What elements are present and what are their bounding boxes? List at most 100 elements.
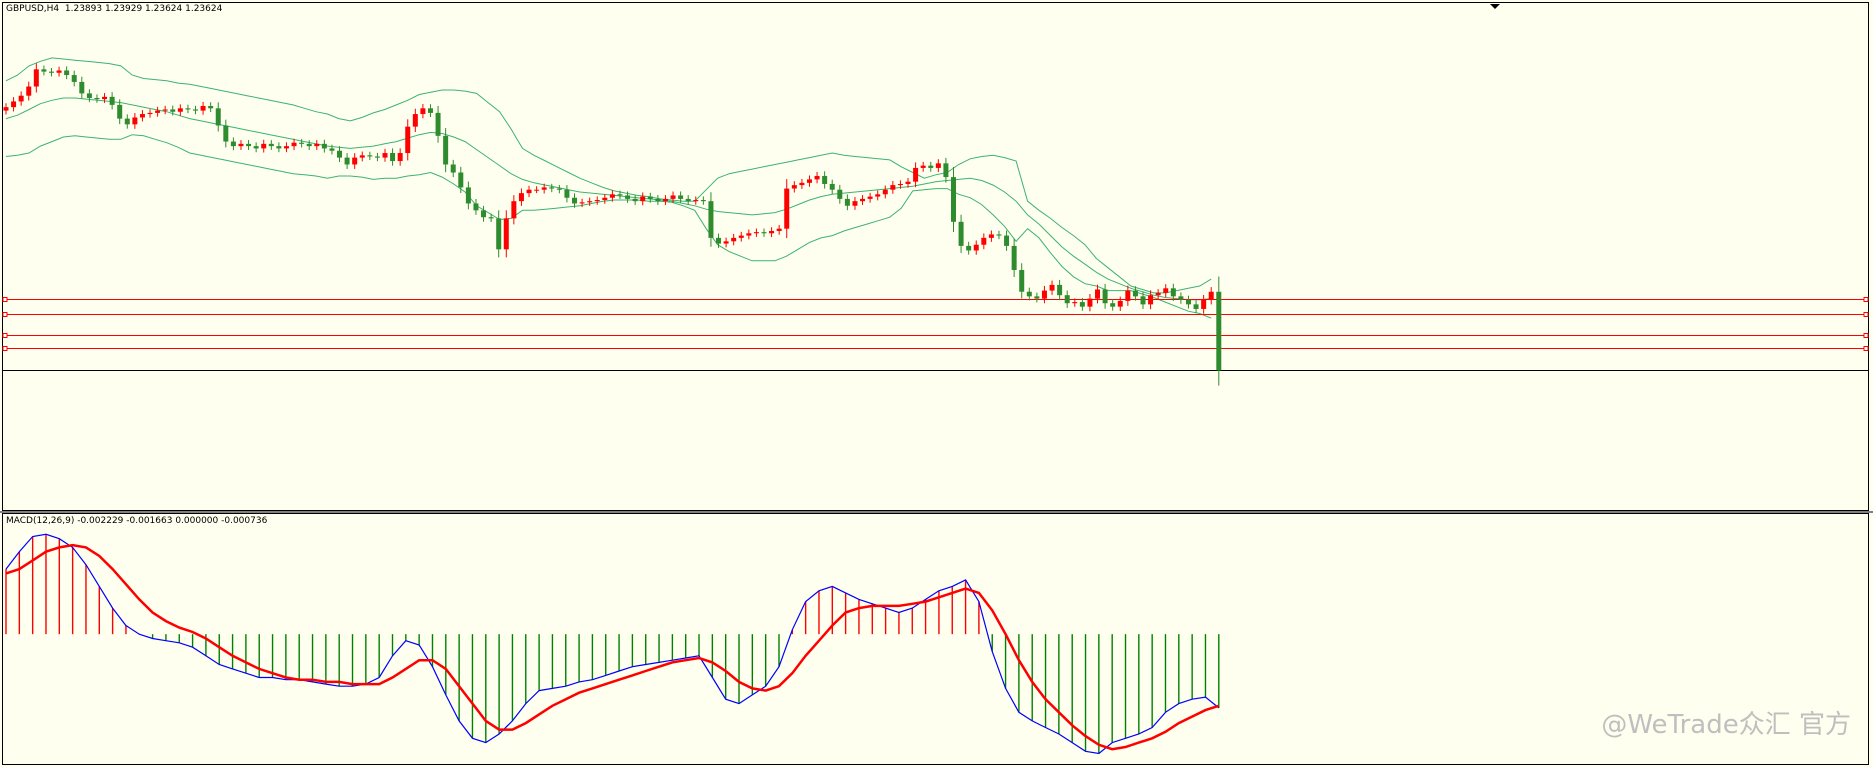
candle [132, 113, 138, 129]
candle [481, 205, 487, 222]
candle [405, 119, 411, 161]
candle [1155, 289, 1161, 299]
candle [48, 68, 54, 77]
candle [966, 241, 972, 255]
candle [670, 191, 676, 203]
horizontal-levels [2, 297, 1869, 371]
candle [541, 183, 547, 194]
candle [776, 224, 782, 235]
candle [640, 192, 646, 206]
level-handle-left-icon [2, 312, 8, 317]
candle [1185, 295, 1191, 309]
candle [723, 237, 729, 248]
candlesticks [3, 63, 1222, 386]
chart-shift-marker-icon[interactable] [1490, 4, 1500, 9]
candle [852, 197, 858, 210]
candle [822, 171, 828, 189]
candle [579, 198, 585, 208]
candle [867, 192, 873, 203]
candle [587, 197, 593, 206]
candle [321, 139, 327, 153]
candle [814, 171, 820, 184]
candle [170, 105, 176, 116]
candle [935, 159, 941, 173]
candle [844, 194, 850, 211]
candle [291, 138, 297, 151]
candle [943, 157, 949, 183]
candle [890, 180, 896, 194]
candle [678, 191, 684, 203]
candle [465, 181, 471, 210]
candle [238, 140, 244, 150]
candle [1026, 287, 1032, 301]
macd-lines [5, 533, 1220, 755]
level-handle-right-icon [1863, 312, 1869, 317]
candle [799, 179, 805, 189]
candle [1201, 294, 1207, 314]
candle [109, 92, 115, 110]
candle [897, 180, 903, 189]
candle [94, 94, 100, 103]
candle [382, 148, 388, 162]
candle [1140, 291, 1146, 310]
candle [1019, 263, 1025, 299]
candle [337, 146, 343, 163]
candle [1064, 290, 1070, 308]
candle [973, 240, 979, 255]
macd-label: MACD(12,26,9) -0.002229 -0.001663 0.0000… [6, 516, 268, 526]
candle [79, 76, 85, 99]
bollinger-bands [5, 57, 1212, 319]
candle [655, 195, 661, 205]
candle [162, 105, 168, 115]
candle [397, 148, 403, 166]
candle [1004, 230, 1010, 251]
candle [155, 106, 161, 117]
candle [1072, 298, 1078, 307]
candle [1208, 287, 1214, 305]
candle [314, 140, 320, 150]
candle [951, 166, 956, 232]
candle [306, 140, 312, 150]
level-handle-right-icon [1863, 297, 1869, 302]
candle [632, 195, 638, 205]
candle [390, 148, 396, 166]
candle [928, 161, 934, 172]
level-handle-left-icon [2, 297, 8, 302]
candle [526, 185, 532, 198]
candle [988, 230, 994, 242]
candle [1178, 292, 1184, 304]
candle [882, 185, 888, 199]
macd-panel-frame [2, 513, 1869, 765]
candle [913, 162, 919, 188]
candle [177, 104, 183, 116]
candle [230, 137, 236, 151]
candle [352, 153, 358, 169]
candle [1163, 284, 1169, 298]
candle [268, 140, 274, 150]
candle [556, 184, 562, 194]
candle [594, 196, 600, 205]
candle [716, 233, 722, 248]
candle [208, 102, 214, 113]
candle [246, 140, 252, 150]
candle [41, 65, 47, 76]
candle [1102, 283, 1108, 309]
candle [102, 93, 108, 103]
level-handle-right-icon [1863, 333, 1869, 338]
candle [829, 179, 835, 195]
candle [344, 153, 350, 169]
level-handle-right-icon [1863, 346, 1869, 351]
candle [549, 183, 555, 193]
candle [26, 81, 32, 101]
candle [602, 193, 608, 204]
macd-signal-line [5, 543, 1220, 751]
candle [503, 210, 509, 258]
candle [761, 228, 767, 237]
candle [806, 175, 812, 187]
candle [276, 142, 282, 153]
candle [64, 66, 70, 80]
candle [1148, 290, 1154, 310]
candle [488, 213, 494, 222]
candle [124, 114, 130, 129]
